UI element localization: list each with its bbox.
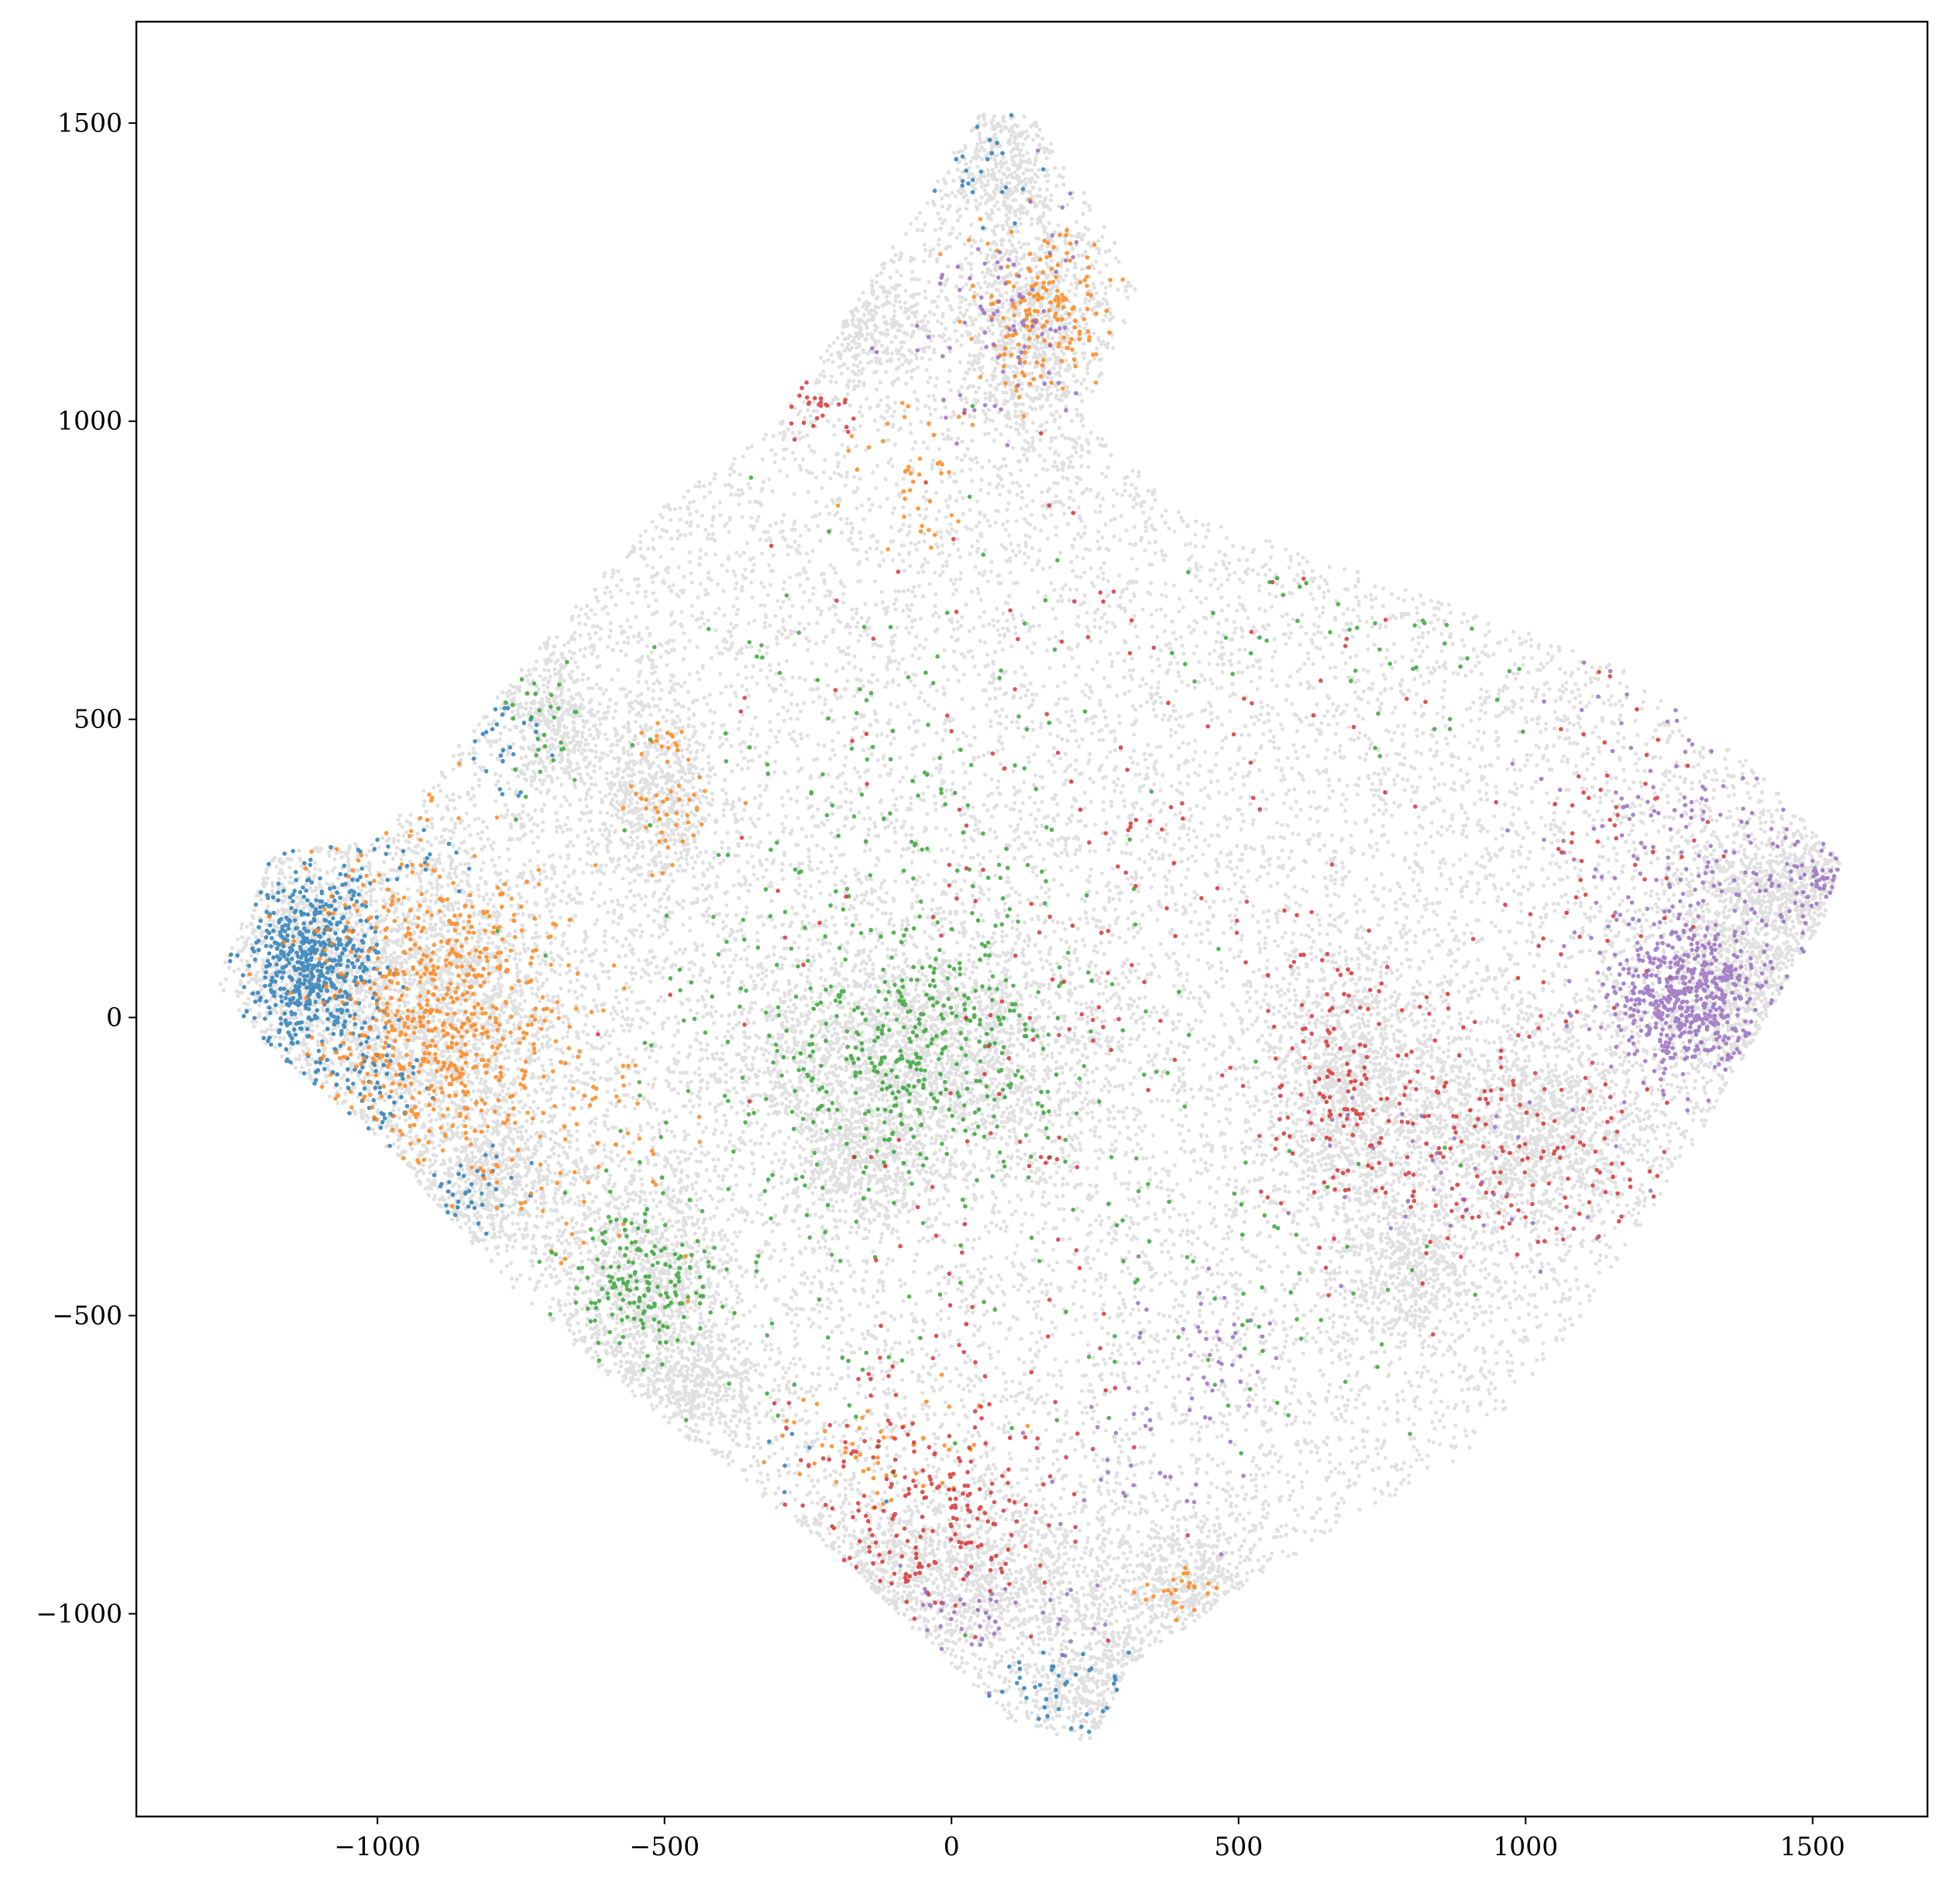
y-axis: −1000 −500 0 500 1000 1500 [36,108,136,1628]
y-tick-label: 1000 [57,406,122,436]
x-axis: −1000 −500 0 500 1000 1500 [334,1817,1845,1861]
y-tick-label: 500 [74,704,122,734]
y-tick-label: −1000 [36,1598,122,1628]
background-points [218,112,1842,1741]
x-tick-label: 1500 [1780,1831,1845,1861]
x-tick-label: −1000 [334,1831,421,1861]
background-point-cloud [218,112,1842,1741]
y-tick-label: −500 [52,1300,122,1330]
x-tick-label: 0 [944,1831,960,1861]
x-tick-label: 500 [1214,1831,1263,1861]
x-tick-label: 1000 [1493,1831,1558,1861]
y-tick-label: 1500 [57,108,122,138]
x-tick-label: −500 [629,1831,700,1861]
series-1-points [247,197,1219,1623]
plot-frame [135,20,1929,1818]
y-tick-label: 0 [106,1002,122,1033]
